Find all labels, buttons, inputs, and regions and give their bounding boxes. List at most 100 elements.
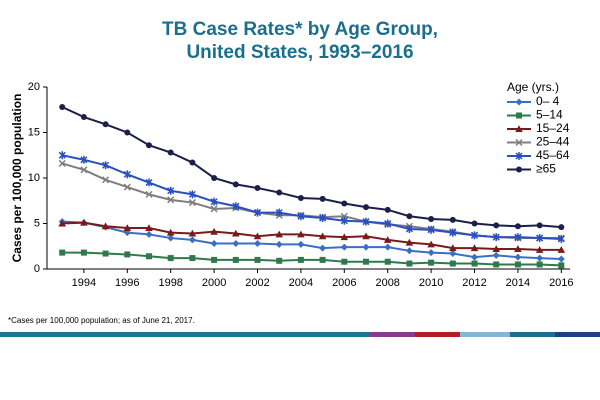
marker: [59, 249, 66, 256]
marker: [58, 219, 66, 227]
marker: [297, 256, 304, 263]
x-tick-label: 2008: [375, 277, 399, 289]
marker: [58, 159, 66, 167]
marker: [471, 220, 478, 227]
series-line: [61, 154, 562, 240]
marker: [167, 186, 175, 195]
marker: [341, 200, 348, 207]
marker: [188, 190, 196, 199]
marker: [275, 208, 283, 217]
marker: [232, 181, 239, 188]
legend-title: Age (yrs.): [507, 80, 559, 94]
marker: [145, 230, 153, 238]
legend-label: ≥65: [536, 162, 556, 176]
marker: [449, 228, 457, 237]
marker: [210, 240, 218, 248]
marker: [319, 256, 326, 263]
series-line: [62, 251, 562, 267]
marker: [275, 240, 283, 248]
marker: [384, 219, 392, 228]
marker: [80, 249, 87, 256]
marker: [124, 129, 131, 136]
marker: [471, 253, 479, 261]
marker: [232, 229, 240, 237]
marker: [102, 121, 109, 128]
marker: [253, 208, 262, 217]
y-tick-label: 15: [28, 126, 40, 138]
y-tick-label: 20: [28, 81, 40, 93]
marker: [536, 254, 544, 262]
marker: [427, 240, 435, 248]
footnote: *Cases per 100,000 population; as of Jun…: [8, 316, 195, 325]
y-tick-label: 0: [34, 263, 40, 275]
marker: [124, 251, 131, 258]
marker: [558, 262, 565, 269]
marker: [515, 98, 523, 106]
marker: [515, 125, 523, 132]
legend-label: 25–44: [536, 135, 570, 149]
marker: [492, 245, 501, 252]
chart-title: United States, 1993–2016: [186, 42, 413, 63]
marker: [449, 244, 457, 252]
marker: [514, 261, 521, 268]
marker: [318, 232, 327, 240]
chart-title: TB Case Rates* by Age Group,: [162, 19, 438, 40]
series-line: [61, 162, 562, 240]
marker: [449, 250, 457, 258]
marker: [384, 206, 391, 213]
marker: [254, 240, 262, 248]
marker: [514, 223, 521, 230]
marker: [428, 259, 435, 266]
marker: [405, 238, 414, 246]
x-tick-label: 2016: [549, 277, 573, 289]
marker: [275, 230, 284, 238]
marker: [405, 224, 413, 233]
series-line: [62, 220, 562, 260]
marker: [167, 196, 175, 204]
marker: [210, 227, 218, 235]
marker: [145, 253, 152, 260]
marker: [557, 246, 566, 253]
marker: [515, 152, 523, 160]
marker: [471, 260, 478, 267]
marker: [297, 240, 305, 248]
marker: [384, 243, 392, 251]
marker: [276, 257, 283, 264]
marker: [232, 240, 240, 248]
marker: [211, 256, 218, 263]
marker: [449, 216, 456, 223]
marker: [58, 151, 66, 160]
marker: [319, 214, 327, 223]
marker: [428, 215, 435, 222]
marker: [363, 204, 370, 211]
marker: [514, 245, 522, 252]
marker: [145, 224, 153, 232]
marker: [210, 197, 218, 206]
marker: [232, 202, 240, 211]
marker: [232, 256, 239, 263]
series-line: [62, 221, 562, 251]
legend-label: 0– 4: [536, 94, 560, 108]
marker: [211, 175, 218, 181]
marker: [514, 253, 522, 261]
marker: [188, 229, 197, 237]
x-tick-label: 1994: [72, 277, 96, 289]
x-tick-label: 2002: [245, 277, 269, 289]
marker: [514, 233, 522, 242]
marker: [145, 142, 152, 149]
marker: [167, 234, 175, 242]
marker: [405, 247, 413, 255]
marker: [492, 233, 500, 242]
marker: [59, 104, 66, 111]
marker: [406, 213, 413, 220]
marker: [80, 218, 88, 226]
marker: [362, 243, 370, 251]
legend-label: 45–64: [536, 148, 570, 162]
legend-label: 5–14: [536, 108, 563, 122]
marker: [557, 255, 565, 263]
marker: [254, 256, 261, 263]
y-tick-label: 10: [28, 172, 40, 184]
marker: [363, 258, 370, 265]
marker: [384, 258, 391, 265]
marker: [558, 224, 565, 231]
